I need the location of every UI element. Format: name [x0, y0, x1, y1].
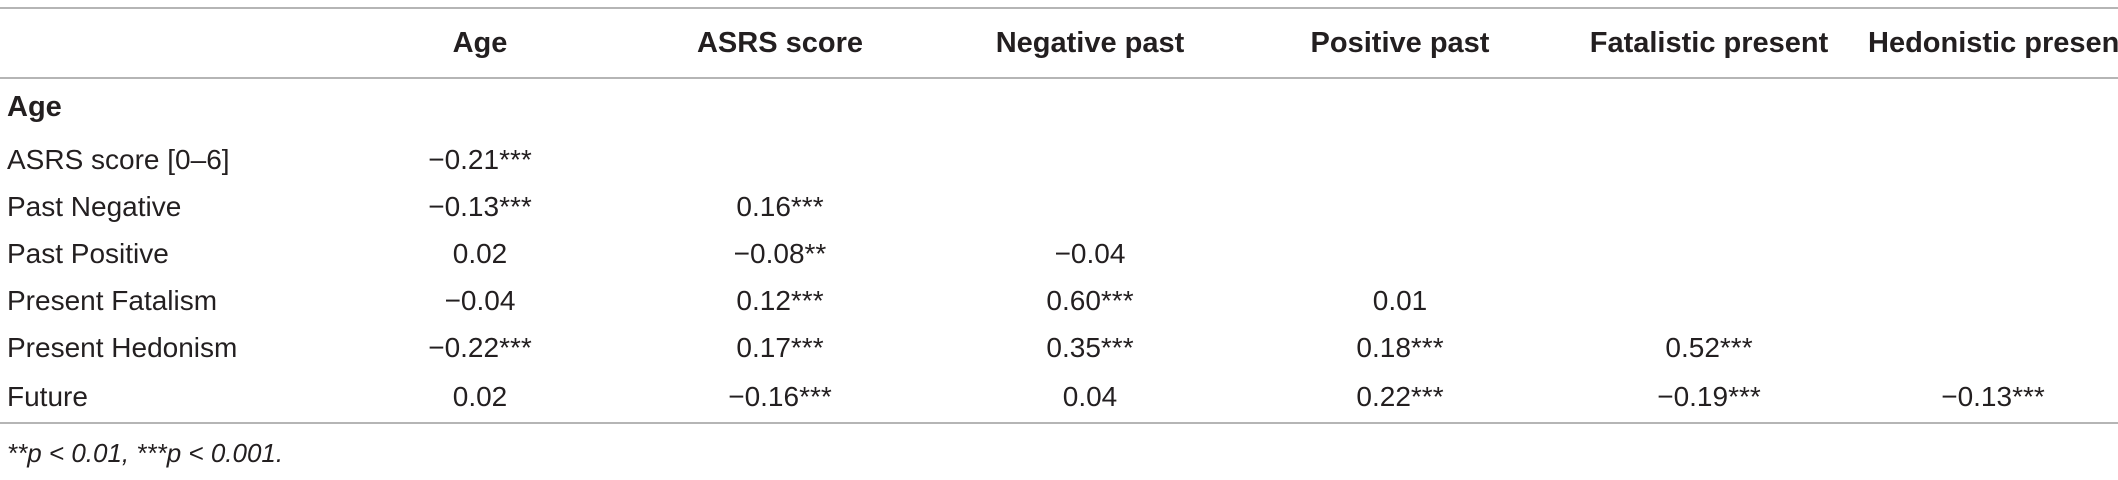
table-cell [1868, 136, 2118, 183]
table-cell [1868, 277, 2118, 324]
header-positive-past: Positive past [1250, 7, 1550, 79]
table-row: Past Positive 0.02 −0.08** −0.04 [0, 230, 2118, 277]
row-label: Future [0, 371, 330, 424]
table-cell [930, 136, 1250, 183]
table-cell: 0.35*** [1046, 331, 1134, 363]
table-cell [1250, 183, 1550, 230]
header-negative-past: Negative past [930, 7, 1250, 79]
table-cell [1250, 230, 1550, 277]
table-cell: 0.12*** [736, 284, 824, 316]
table-cell: 0.60*** [1046, 284, 1134, 316]
header-corner [0, 7, 330, 79]
row-label: ASRS score [0–6] [7, 143, 230, 175]
table-cell: 0.22*** [1250, 371, 1550, 424]
table-row: Future 0.02 −0.16*** 0.04 0.22*** −0.19*… [0, 371, 2118, 424]
header-asrs-score: ASRS score [630, 7, 930, 79]
table-cell [1868, 324, 2118, 371]
table-cell: 0.17*** [736, 331, 824, 363]
header-row: Age ASRS score Negative past Positive pa… [0, 7, 2118, 79]
table-cell: −0.04 [444, 284, 516, 316]
table-cell: 0.04 [930, 371, 1250, 424]
table-cell [1868, 230, 2118, 277]
table-row: Present Fatalism −0.04 0.12*** 0.60*** 0… [0, 277, 2118, 324]
table-cell [1550, 277, 1868, 324]
table-cell [630, 136, 930, 183]
table-footnote: **p < 0.01, ***p < 0.001. [7, 438, 284, 468]
row-label: Past Positive [7, 237, 169, 269]
table-cell [330, 78, 630, 136]
table-cell: −0.08** [733, 237, 827, 269]
table-cell [1550, 230, 1868, 277]
table-cell: −0.22*** [428, 331, 532, 363]
row-label: Past Negative [7, 190, 182, 222]
table-cell [930, 78, 1250, 136]
table-cell [1250, 136, 1550, 183]
table-cell: 0.16*** [736, 190, 824, 222]
table-cell: −0.21*** [428, 143, 532, 175]
table-cell: −0.04 [1054, 237, 1126, 269]
table-cell [1550, 183, 1868, 230]
table-cell: −0.19*** [1550, 371, 1868, 424]
table-cell [1868, 183, 2118, 230]
table-cell: −0.13*** [1868, 371, 2118, 424]
table-cell [1550, 136, 1868, 183]
table-cell: −0.13*** [428, 190, 532, 222]
header-age: Age [330, 7, 630, 79]
table-cell [630, 78, 930, 136]
row-label: Age [7, 91, 62, 123]
table-cell [1250, 78, 1550, 136]
table-cell: 0.52*** [1665, 331, 1753, 363]
correlation-table: Age ASRS score Negative past Positive pa… [0, 7, 2118, 424]
table-cell: 0.18*** [1356, 331, 1444, 363]
table-row: Age [0, 78, 2118, 136]
table-cell [1868, 78, 2118, 136]
table-cell: 0.02 [452, 237, 508, 269]
header-hedonistic-present: Hedonistic present [1868, 7, 2118, 79]
table-cell [1550, 78, 1868, 136]
table-cell: −0.16*** [630, 371, 930, 424]
table-cell: 0.01 [1372, 284, 1428, 316]
table-cell [930, 183, 1250, 230]
table-row: Past Negative −0.13*** 0.16*** [0, 183, 2118, 230]
row-label: Present Hedonism [7, 331, 238, 363]
table-row: ASRS score [0–6] −0.21*** [0, 136, 2118, 183]
table-cell: 0.02 [330, 371, 630, 424]
table-row: Present Hedonism −0.22*** 0.17*** 0.35**… [0, 324, 2118, 371]
header-fatalistic-present: Fatalistic present [1550, 7, 1868, 79]
row-label: Present Fatalism [7, 284, 218, 316]
